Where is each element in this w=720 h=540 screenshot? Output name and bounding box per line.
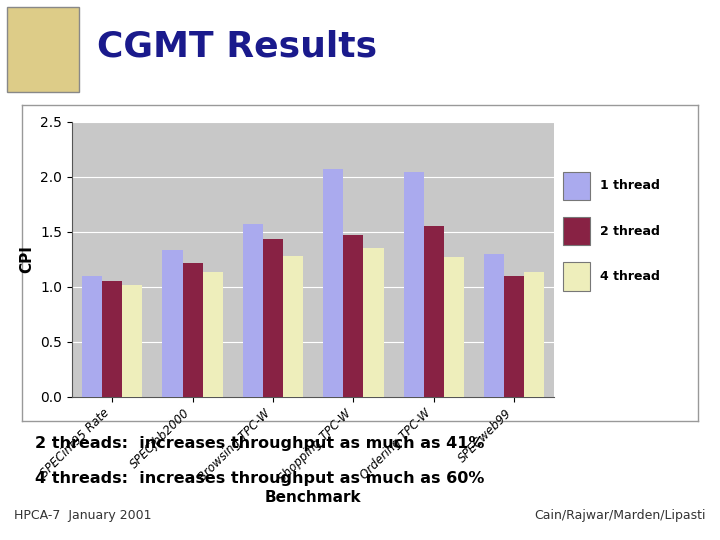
X-axis label: Benchmark: Benchmark [265,490,361,505]
FancyBboxPatch shape [563,217,590,245]
FancyBboxPatch shape [563,172,590,200]
Bar [102,281,122,397]
Bar [524,272,544,397]
Bar [122,285,143,397]
Bar [283,256,303,397]
Text: 4 threads:  increases throughput as much as 60%: 4 threads: increases throughput as much … [35,471,485,486]
Text: CGMT Results: CGMT Results [97,30,377,64]
Bar [183,262,202,397]
Bar [323,169,343,397]
FancyBboxPatch shape [7,7,79,92]
Text: 2 thread: 2 thread [600,225,660,238]
Text: Cain/Rajwar/Marden/Lipasti: Cain/Rajwar/Marden/Lipasti [534,509,706,522]
Text: 4 thread: 4 thread [600,270,660,283]
Text: 2 threads:  increases throughput as much as 41%: 2 threads: increases throughput as much … [35,435,485,450]
Bar [202,272,222,397]
Y-axis label: CPI: CPI [19,245,35,273]
Bar [343,235,364,397]
FancyBboxPatch shape [563,262,590,291]
Bar [243,224,263,397]
Text: 1 thread: 1 thread [600,179,660,192]
Bar [504,276,524,397]
Bar [444,257,464,397]
Bar [424,226,444,397]
Bar [364,248,384,397]
Bar [263,239,283,397]
Bar [163,251,183,397]
Text: HPCA-7  January 2001: HPCA-7 January 2001 [14,509,152,522]
Bar [404,172,424,397]
Bar [82,276,102,397]
Bar [484,254,504,397]
